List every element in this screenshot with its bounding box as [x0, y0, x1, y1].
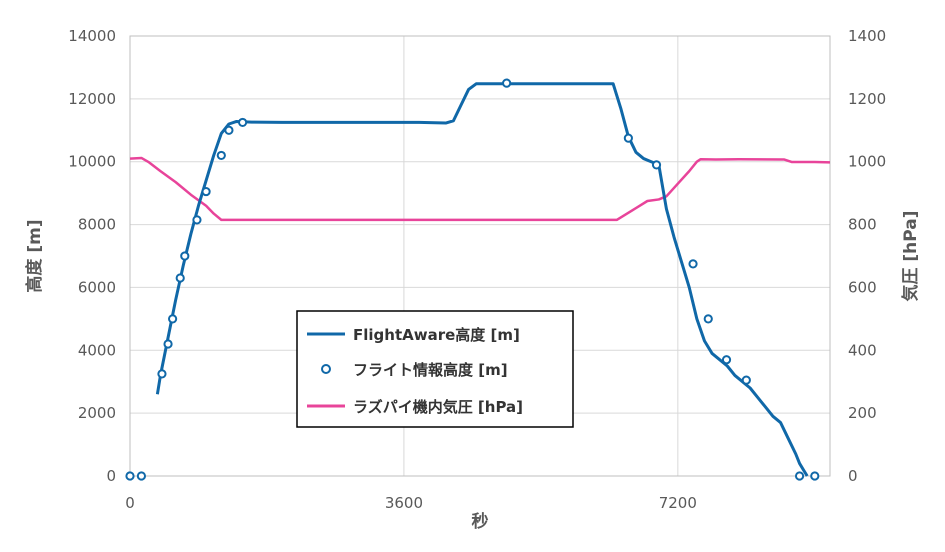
y-right-tick-label: 0 [848, 467, 858, 485]
scatter-point-flight-info [163, 339, 173, 349]
series-line-pressure [129, 156, 831, 222]
y-left-tick-label: 6000 [78, 278, 116, 296]
scatter-point-flight-info [201, 186, 211, 197]
legend-swatch-flight-info [321, 364, 331, 374]
y-left-axis-title: 高度 [m] [24, 219, 45, 292]
legend-box [296, 310, 574, 428]
series-line-flightaware [155, 82, 809, 477]
scatter-point-flight-info [192, 215, 202, 225]
y-left-tick-label: 14000 [68, 27, 116, 45]
x-axis-title: 秒 [472, 511, 489, 532]
y-right-tick-label: 1200 [848, 90, 886, 108]
y-right-tick-label: 800 [848, 216, 877, 234]
scatter-point-flight-info [125, 471, 135, 481]
y-left-tick-label: 8000 [78, 216, 116, 234]
scatter-point-flight-info [688, 259, 698, 269]
scatter-point-flight-info [721, 355, 732, 365]
scatter-point-flight-info [502, 78, 512, 88]
scatter-point-flight-info [175, 273, 185, 283]
scatter-point-flight-info [136, 471, 147, 481]
x-tick-label: 7200 [659, 494, 697, 512]
y-left-tick-label: 0 [106, 467, 116, 485]
y-right-tick-label: 1000 [848, 153, 886, 171]
x-tick-label: 3600 [385, 494, 423, 512]
y-left-tick-label: 10000 [68, 153, 116, 171]
scatter-point-flight-info [810, 471, 820, 481]
legend-label-flight-info: フライト情報高度 [m] [353, 361, 508, 379]
y-left-tick-label: 12000 [68, 90, 116, 108]
legend-label-pressure: ラズパイ機内気圧 [hPa] [353, 398, 523, 416]
legend-label-flightaware: FlightAware高度 [m] [353, 326, 520, 344]
scatter-point-flight-info [703, 314, 713, 324]
scatter-point-flight-info [168, 314, 178, 324]
scatter-point-flight-info [741, 375, 751, 385]
plot-frame [129, 35, 831, 477]
y-right-tick-label: 1400 [848, 27, 886, 45]
scatter-point-flight-info [794, 471, 805, 481]
scatter-point-flight-info [157, 369, 167, 379]
y-right-axis-title: 気圧 [hPa] [900, 210, 921, 302]
ticks: 0200040006000800010000120001400002004006… [68, 27, 886, 512]
scatter-point-flight-info [180, 251, 190, 261]
scatter-point-flight-info [216, 150, 226, 161]
y-left-tick-label: 4000 [78, 341, 116, 359]
scatter-point-flight-info [238, 117, 248, 128]
y-right-tick-label: 600 [848, 278, 877, 296]
series-layer [125, 78, 831, 481]
y-right-tick-label: 200 [848, 404, 877, 422]
y-right-tick-label: 400 [848, 341, 877, 359]
legend: FlightAware高度 [m] フライト情報高度 [m] ラズパイ機内気圧 … [296, 310, 574, 428]
scatter-point-flight-info [651, 160, 662, 170]
scatter-point-flight-info [224, 125, 234, 135]
scatter-point-flight-info [623, 133, 633, 143]
x-tick-label: 0 [125, 494, 135, 512]
y-left-tick-label: 2000 [78, 404, 116, 422]
